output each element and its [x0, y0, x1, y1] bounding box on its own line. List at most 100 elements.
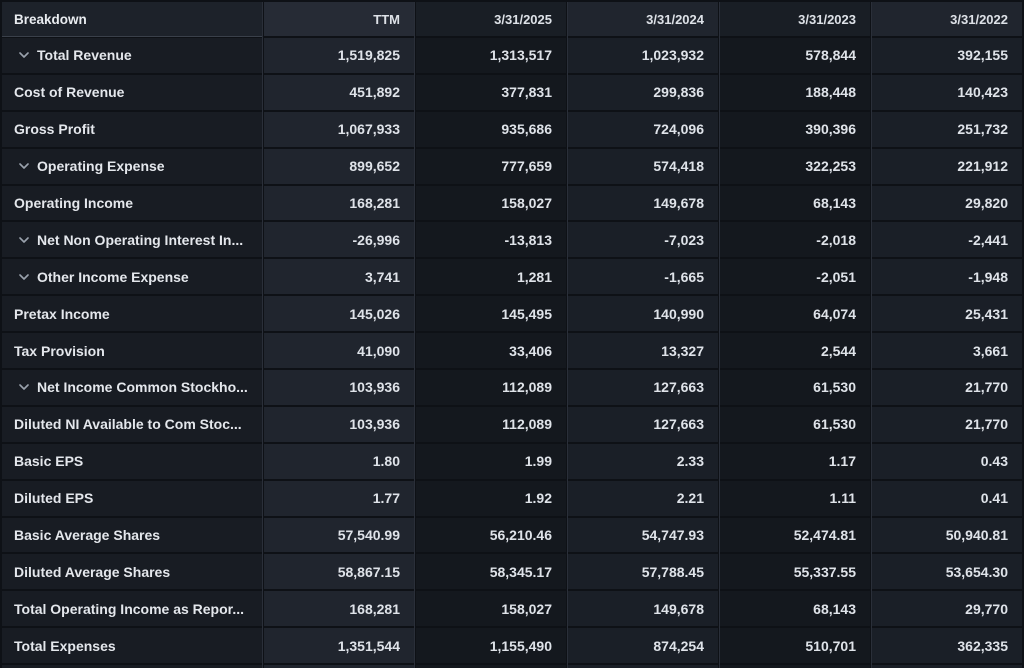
column-header-3-31-2022: 3/31/2022: [872, 2, 1022, 36]
cell-value: 777,659: [416, 148, 566, 184]
cell-value: 112,089: [416, 370, 566, 405]
row-label: Gross Profit: [2, 111, 262, 147]
row-label: Cost of Revenue: [2, 74, 262, 110]
row-label: Total Expenses: [2, 628, 262, 664]
cell-value: 251,732: [872, 111, 1022, 147]
cell-value: 127,663: [568, 406, 718, 442]
cell-value: 127,663: [568, 370, 718, 405]
cell-value: -1,948: [872, 259, 1022, 295]
row-label-text: Gross Profit: [14, 121, 95, 138]
table-row-partial: [720, 665, 870, 668]
row-label-text: Total Operating Income as Repor...: [14, 600, 245, 617]
cell-value: 145,495: [416, 296, 566, 332]
table-row-partial: [872, 665, 1022, 668]
cell-value: 874,254: [568, 628, 718, 664]
row-label: Total Operating Income as Repor...: [2, 591, 262, 627]
cell-value: -26,996: [264, 222, 414, 258]
cell-value: 1.11: [720, 480, 870, 516]
row-label[interactable]: Other Income Expense: [2, 259, 262, 295]
cell-value: 377,831: [416, 74, 566, 110]
cell-value: 1,281: [416, 259, 566, 295]
chevron-down-icon[interactable]: [19, 237, 29, 243]
cell-value: 149,678: [568, 591, 718, 627]
cell-value: 1.17: [720, 443, 870, 479]
cell-value: 25,431: [872, 296, 1022, 332]
row-label-text: Other Income Expense: [37, 268, 189, 285]
row-label-text: Operating Income: [14, 195, 134, 211]
cell-value: 21,770: [872, 406, 1022, 442]
row-label: Diluted NI Available to Com Stoc...: [2, 406, 262, 442]
chevron-down-icon[interactable]: [19, 163, 29, 169]
cell-value: 58,867.15: [264, 554, 414, 590]
cell-value: 1,313,517: [416, 38, 566, 73]
row-label: Basic Average Shares: [2, 517, 262, 553]
cell-value: 103,936: [264, 406, 414, 442]
column-header-3-31-2023: 3/31/2023: [720, 2, 870, 36]
row-label: Basic EPS: [2, 443, 262, 479]
cell-value: 221,912: [872, 148, 1022, 184]
row-label-text: Pretax Income: [14, 305, 110, 322]
cell-value: 140,990: [568, 296, 718, 332]
row-label-text: Diluted NI Available to Com Stoc...: [14, 416, 242, 433]
chevron-down-icon[interactable]: [19, 273, 29, 280]
chevron-down-icon[interactable]: [19, 52, 29, 59]
cell-value: 149,678: [568, 185, 718, 221]
row-label[interactable]: Total Revenue: [2, 38, 262, 73]
cell-value: 935,686: [416, 111, 566, 147]
table-row-partial: [2, 665, 262, 668]
cell-value: 140,423: [872, 74, 1022, 110]
cell-value: 1,023,932: [568, 38, 718, 73]
cell-value: 168,281: [264, 591, 414, 627]
column-header-3-31-2025: 3/31/2025: [416, 2, 566, 36]
cell-value: -2,441: [872, 222, 1022, 258]
chevron-down-icon[interactable]: [19, 384, 29, 391]
cell-value: 29,770: [872, 591, 1022, 627]
cell-value: 2,544: [720, 333, 870, 369]
cell-value: 322,253: [720, 148, 870, 184]
cell-value: -1,665: [568, 259, 718, 295]
cell-value: 578,844: [720, 38, 870, 73]
cell-value: 510,701: [720, 628, 870, 664]
cell-value: 362,335: [872, 628, 1022, 664]
cell-value: -13,813: [416, 222, 566, 258]
row-label[interactable]: Net Income Common Stockho...: [2, 370, 262, 405]
cell-value: -7,023: [568, 222, 718, 258]
cell-value: 0.41: [872, 480, 1022, 516]
table-row-partial: [264, 665, 414, 668]
cell-value: 29,820: [872, 185, 1022, 221]
cell-value: 50,940.81: [872, 517, 1022, 553]
row-label-text: Net Non Operating Interest In...: [37, 231, 244, 248]
cell-value: 68,143: [720, 591, 870, 627]
cell-value: -2,018: [720, 222, 870, 258]
column-header-ttm: TTM: [264, 2, 414, 36]
cell-value: 64,074: [720, 296, 870, 332]
cell-value: 145,026: [264, 296, 414, 332]
cell-value: 58,345.17: [416, 554, 566, 590]
row-label: Diluted EPS: [2, 480, 262, 516]
row-label[interactable]: Net Non Operating Interest In...: [2, 222, 262, 258]
row-label[interactable]: Operating Expense: [2, 148, 262, 184]
cell-value: 57,788.45: [568, 554, 718, 590]
row-label-text: Operating Expense: [37, 158, 165, 175]
cell-value: 724,096: [568, 111, 718, 147]
cell-value: 188,448: [720, 74, 870, 110]
row-label-text: Cost of Revenue: [14, 84, 125, 101]
table-row-partial: [416, 665, 566, 668]
cell-value: 57,540.99: [264, 517, 414, 553]
cell-value: 13,327: [568, 333, 718, 369]
cell-value: 1,351,544: [264, 628, 414, 664]
cell-value: 21,770: [872, 370, 1022, 405]
row-label-text: Diluted EPS: [14, 490, 94, 507]
cell-value: 61,530: [720, 406, 870, 442]
column-header-3-31-2024: 3/31/2024: [568, 2, 718, 36]
cell-value: 56,210.46: [416, 517, 566, 553]
cell-value: 1,067,933: [264, 111, 414, 147]
cell-value: 61,530: [720, 370, 870, 405]
cell-value: 168,281: [264, 185, 414, 221]
cell-value: 1,155,490: [416, 628, 566, 664]
cell-value: 33,406: [416, 333, 566, 369]
cell-value: 103,936: [264, 370, 414, 405]
cell-value: 899,652: [264, 148, 414, 184]
cell-value: 3,661: [872, 333, 1022, 369]
